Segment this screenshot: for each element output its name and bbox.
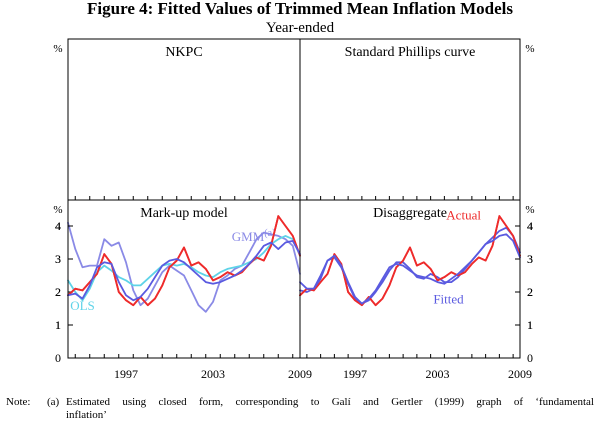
y-tick-label-disaggregate-4: 4 xyxy=(527,219,533,233)
series-line-disaggregate-actual xyxy=(299,215,521,307)
figure-subtitle: Year-ended xyxy=(265,20,335,36)
series-line-standard-phillips-curve-fitted xyxy=(299,226,521,305)
note-marker: (a) xyxy=(47,396,60,408)
panel-title-nkpc: NKPC xyxy=(165,45,202,60)
series-line-mark-up-model-fitted xyxy=(67,239,301,302)
y-tick-label-nkpc-2: 2 xyxy=(55,285,61,299)
annotation-superscript: (a) xyxy=(264,228,275,239)
series-line-disaggregate-fitted xyxy=(299,233,521,305)
panel-title-standard-phillips-curve: Standard Phillips curve xyxy=(345,45,476,60)
y-tick-label-standard-phillips-curve-4: 4 xyxy=(527,219,533,233)
x-tick-label-mark-up-model-2003: 2003 xyxy=(201,367,225,381)
note-text-line-1: Estimated using closed form, correspondi… xyxy=(66,396,594,408)
note-label: Note: xyxy=(6,396,31,408)
panel-title-disaggregate: Disaggregate xyxy=(373,206,447,221)
y-tick-label-disaggregate-0: 0 xyxy=(527,351,533,365)
y-tick-label-disaggregate-3: 3 xyxy=(527,252,533,266)
x-tick-label-disaggregate-1997: 1997 xyxy=(343,367,367,381)
y-tick-label-mark-up-model-0: 0 xyxy=(55,351,61,365)
y-tick-label-standard-phillips-curve-2: 2 xyxy=(527,285,533,299)
annotation-standard-phillips-curve-actual: Actual xyxy=(446,207,481,222)
y-tick-label-mark-up-model-4: 4 xyxy=(55,219,61,233)
annotation-nkpc-ols: OLS xyxy=(70,298,95,313)
figure-title: Figure 4: Fitted Values of Trimmed Mean … xyxy=(87,0,513,18)
unit-label-mark-up-model: % xyxy=(53,204,62,216)
y-tick-label-nkpc-1: 1 xyxy=(55,318,61,332)
series-line-mark-up-model-actual xyxy=(67,215,301,307)
y-tick-label-nkpc-3: 3 xyxy=(55,252,61,266)
panel-title-mark-up-model: Mark-up model xyxy=(140,206,228,221)
unit-label-nkpc: % xyxy=(53,43,62,55)
figure-frame xyxy=(67,38,521,359)
series-line-nkpc-gmm xyxy=(67,221,301,313)
unit-label-disaggregate: % xyxy=(525,204,534,216)
y-tick-label-nkpc-4: 4 xyxy=(55,219,61,233)
x-tick-label-mark-up-model-2009: 2009 xyxy=(288,367,312,381)
unit-label-standard-phillips-curve: % xyxy=(525,43,534,55)
x-tick-label-mark-up-model-1997: 1997 xyxy=(114,367,138,381)
y-tick-label-standard-phillips-curve-1: 1 xyxy=(527,318,533,332)
annotation-standard-phillips-curve-fitted: Fitted xyxy=(433,292,464,307)
y-tick-label-disaggregate-2: 2 xyxy=(527,285,533,299)
y-tick-label-disaggregate-1: 1 xyxy=(527,318,533,332)
y-tick-label-mark-up-model-2: 2 xyxy=(55,285,61,299)
note-text-line-2: inflation’ xyxy=(66,409,107,421)
series-line-nkpc-ols xyxy=(67,234,301,302)
y-tick-label-mark-up-model-1: 1 xyxy=(55,318,61,332)
y-tick-label-mark-up-model-3: 3 xyxy=(55,252,61,266)
x-tick-label-disaggregate-2003: 2003 xyxy=(426,367,450,381)
y-tick-label-standard-phillips-curve-3: 3 xyxy=(527,252,533,266)
x-tick-label-disaggregate-2009: 2009 xyxy=(508,367,532,381)
annotation-nkpc-gmm: GMM(a) xyxy=(232,228,276,244)
